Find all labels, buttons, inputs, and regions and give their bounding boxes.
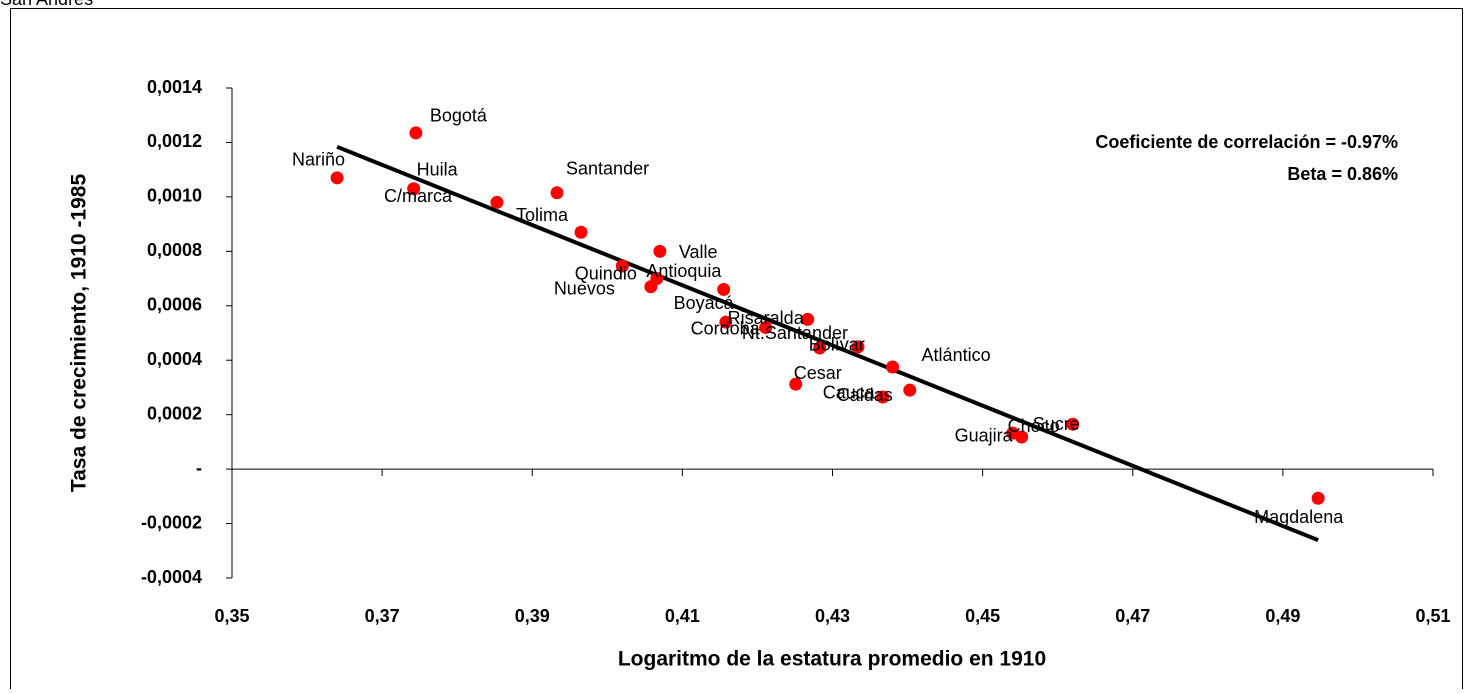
point-label: Nariño: [292, 150, 345, 170]
point-label: Sucre: [1033, 414, 1080, 434]
y-tick-label: 0,0008: [147, 240, 202, 260]
point-label: Tolima: [516, 205, 569, 225]
data-point: [759, 321, 773, 335]
x-tick-label: 0,37: [365, 606, 400, 626]
y-tick-label: 0,0010: [147, 186, 202, 206]
point-label: Bolívar: [809, 335, 865, 355]
data-point: [813, 341, 827, 355]
data-point: [409, 126, 423, 140]
x-tick-label: 0,41: [665, 606, 700, 626]
point-label: Santander: [566, 159, 649, 179]
data-point: [1311, 491, 1325, 505]
data-point: [851, 340, 865, 354]
point-label: Bogotá: [430, 106, 488, 126]
data-point: [903, 383, 917, 397]
x-axis-title: Logaritmo de la estatura promedio en 191…: [618, 648, 1046, 671]
x-tick-label: 0,45: [965, 606, 1000, 626]
point-label: Magdalena: [1254, 507, 1344, 527]
y-tick-label: 0,0006: [147, 295, 202, 315]
data-point: [653, 244, 667, 258]
x-tick-label: 0,43: [815, 606, 850, 626]
y-axis-title: Tasa de crecimiento, 1910 -1985: [68, 174, 91, 493]
point-label: Guajira: [955, 426, 1014, 446]
x-tick-label: 0,39: [515, 606, 550, 626]
y-tick-label: -0,0002: [141, 512, 202, 532]
point-label: Cauca: [823, 383, 876, 403]
point-label: Antioquia: [646, 261, 722, 281]
data-point: [1015, 430, 1029, 444]
point-label: Cesar: [794, 363, 842, 383]
data-point: [574, 225, 588, 239]
point-label: Risaralda: [728, 308, 805, 328]
point-label: Caldas: [837, 385, 893, 405]
data-point: [719, 315, 733, 329]
data-point: [801, 312, 815, 326]
point-label: Choco: [1008, 416, 1060, 436]
y-tick-label: -0,0004: [141, 567, 202, 587]
point-label: Quindio: [575, 263, 637, 283]
point-label: Valle: [679, 242, 718, 262]
annotation: Coeficiente de correlación = -0.97%: [1095, 132, 1398, 152]
x-tick-label: 0,51: [1415, 606, 1450, 626]
data-point: [1066, 417, 1080, 431]
point-label: Huila: [417, 159, 459, 179]
y-tick-label: 0,0014: [147, 77, 202, 97]
data-point: [615, 259, 629, 273]
chart-frame: [10, 8, 1463, 694]
trend-line: [336, 144, 1319, 543]
data-point: [644, 280, 658, 294]
x-tick-label: 0,49: [1265, 606, 1300, 626]
y-tick-label: 0,0004: [147, 349, 202, 369]
data-point: [789, 377, 803, 391]
data-point: [330, 171, 344, 185]
data-point: [717, 282, 731, 296]
y-tick-label: -: [196, 458, 202, 478]
point-label: Boyacá: [674, 293, 735, 313]
point-label: San Andres: [0, 0, 93, 9]
data-point: [550, 186, 564, 200]
data-point: [407, 182, 421, 196]
annotation: Beta = 0.86%: [1287, 164, 1398, 184]
y-tick-label: 0,0002: [147, 403, 202, 423]
point-label: C/marca: [384, 186, 453, 206]
data-point: [876, 390, 890, 404]
point-label: Nt.Santander: [742, 323, 848, 343]
point-label: Cordoba: [691, 318, 761, 338]
data-point: [490, 195, 504, 209]
x-tick-label: 0,35: [214, 606, 249, 626]
data-point: [886, 360, 900, 374]
x-tick-label: 0,47: [1115, 606, 1150, 626]
point-label: Nuevos: [554, 278, 615, 298]
y-tick-label: 0,0012: [147, 131, 202, 151]
point-label: Atlántico: [922, 345, 991, 365]
